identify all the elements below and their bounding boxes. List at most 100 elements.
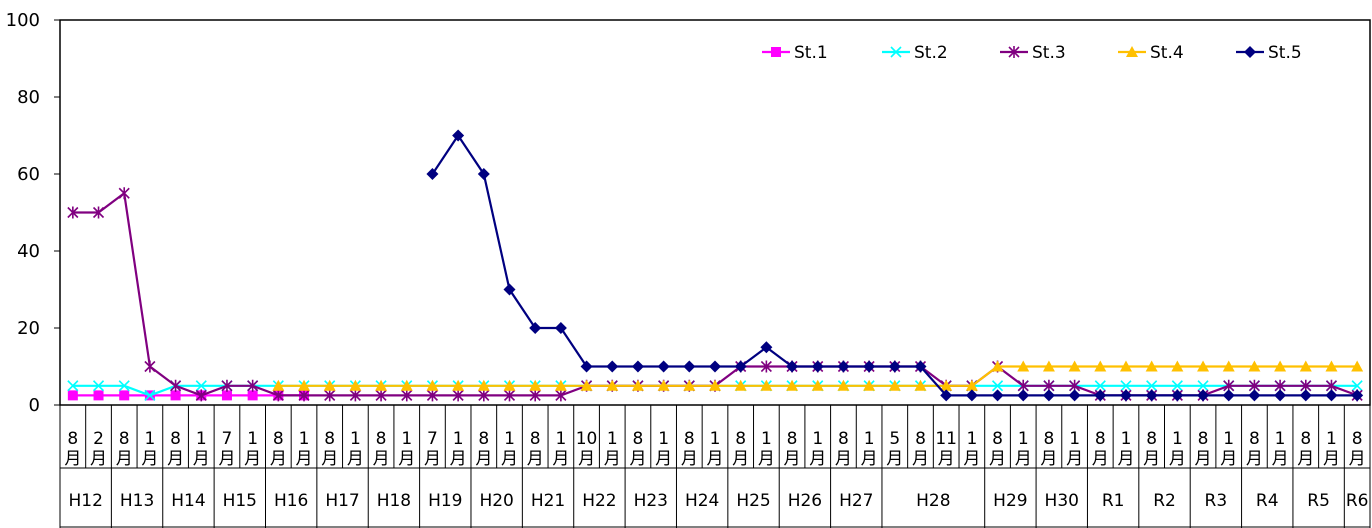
data-point <box>529 379 542 391</box>
month-label: 1 <box>453 429 464 449</box>
y-axis: 0 20 40 60 80 100 <box>6 10 60 416</box>
data-point <box>503 283 516 296</box>
data-point <box>1119 360 1132 372</box>
month-label: 1 <box>1121 429 1132 449</box>
month-label: 8 <box>1198 429 1209 449</box>
year-label: H23 <box>634 491 668 511</box>
data-point <box>1145 360 1158 372</box>
month-suffix-label: 月 <box>1117 449 1134 469</box>
data-point <box>247 390 258 401</box>
month-suffix-label: 月 <box>244 449 261 469</box>
data-point <box>683 360 696 373</box>
month-label: 8 <box>735 429 746 449</box>
year-label: H27 <box>839 491 873 511</box>
month-label: 8 <box>915 429 926 449</box>
data-point <box>1146 380 1158 392</box>
data-point <box>914 379 927 391</box>
data-point <box>1171 360 1184 372</box>
data-point <box>606 360 619 373</box>
month-suffix-label: 月 <box>1015 449 1032 469</box>
year-label: H30 <box>1045 491 1079 511</box>
month-suffix-label: 月 <box>527 449 544 469</box>
month-suffix-label: 月 <box>347 449 364 469</box>
data-point <box>349 389 361 402</box>
year-label: H29 <box>993 491 1027 511</box>
data-point <box>452 379 465 391</box>
year-label: H12 <box>68 491 102 511</box>
month-label: 8 <box>787 429 798 449</box>
data-point <box>657 379 670 391</box>
data-point <box>837 379 850 391</box>
data-point <box>1222 389 1235 402</box>
year-label: R2 <box>1153 491 1176 511</box>
data-point <box>837 360 850 373</box>
month-label: 7 <box>222 429 233 449</box>
data-point <box>170 379 182 392</box>
data-point <box>1094 360 1107 372</box>
month-label: 8 <box>273 429 284 449</box>
series-st5 <box>426 129 1364 402</box>
month-label: 1 <box>607 429 618 449</box>
series-st4 <box>272 360 1364 391</box>
data-point <box>709 379 721 391</box>
month-label: 8 <box>478 429 489 449</box>
month-suffix-label: 月 <box>989 449 1006 469</box>
data-point <box>631 379 644 391</box>
data-point <box>1351 360 1364 372</box>
month-suffix-label: 月 <box>629 449 646 469</box>
plot-area <box>59 19 1371 406</box>
data-point <box>991 389 1004 402</box>
month-label: 8 <box>684 429 695 449</box>
month-suffix-label: 月 <box>270 449 287 469</box>
year-label: R3 <box>1205 491 1228 511</box>
series-layer <box>67 129 1364 402</box>
month-suffix-label: 月 <box>809 449 826 469</box>
data-point <box>426 168 439 180</box>
data-point <box>144 389 156 401</box>
month-label: 1 <box>761 429 772 449</box>
data-point <box>1008 46 1020 58</box>
data-point <box>195 389 207 402</box>
data-point <box>631 360 644 373</box>
data-point <box>1017 389 1030 402</box>
data-point <box>888 360 901 373</box>
month-suffix-label: 月 <box>193 449 210 469</box>
month-label: 1 <box>812 429 823 449</box>
month-label: 8 <box>324 429 335 449</box>
data-point <box>170 390 181 401</box>
month-label: 2 <box>93 429 104 449</box>
data-point <box>1171 380 1183 392</box>
month-label: 1 <box>1069 429 1080 449</box>
data-point <box>1222 360 1235 372</box>
month-suffix-label: 月 <box>861 449 878 469</box>
data-point <box>863 360 876 373</box>
data-point <box>118 380 130 392</box>
month-label: 8 <box>1095 429 1106 449</box>
month-suffix-label: 月 <box>450 449 467 469</box>
month-suffix-label: 月 <box>707 449 724 469</box>
data-point <box>92 380 105 392</box>
month-label: 7 <box>427 429 438 449</box>
month-suffix-label: 月 <box>1246 449 1263 469</box>
data-point <box>247 379 259 392</box>
data-point <box>144 360 156 373</box>
data-point <box>657 360 670 373</box>
month-suffix-label: 月 <box>501 449 518 469</box>
data-point <box>93 390 104 401</box>
year-label: H25 <box>736 491 770 511</box>
month-suffix-label: 月 <box>938 449 955 469</box>
month-label: 1 <box>1326 429 1337 449</box>
data-point <box>349 379 362 391</box>
month-suffix-label: 月 <box>758 449 775 469</box>
data-point <box>529 322 542 334</box>
data-point <box>786 379 799 391</box>
data-point <box>1325 360 1338 372</box>
data-point <box>1299 360 1312 372</box>
y-tick-label: 40 <box>17 241 40 262</box>
month-label: 1 <box>1172 429 1183 449</box>
month-label: 1 <box>864 429 875 449</box>
data-point <box>478 389 490 402</box>
data-point <box>477 168 490 180</box>
month-suffix-label: 月 <box>1195 449 1212 469</box>
